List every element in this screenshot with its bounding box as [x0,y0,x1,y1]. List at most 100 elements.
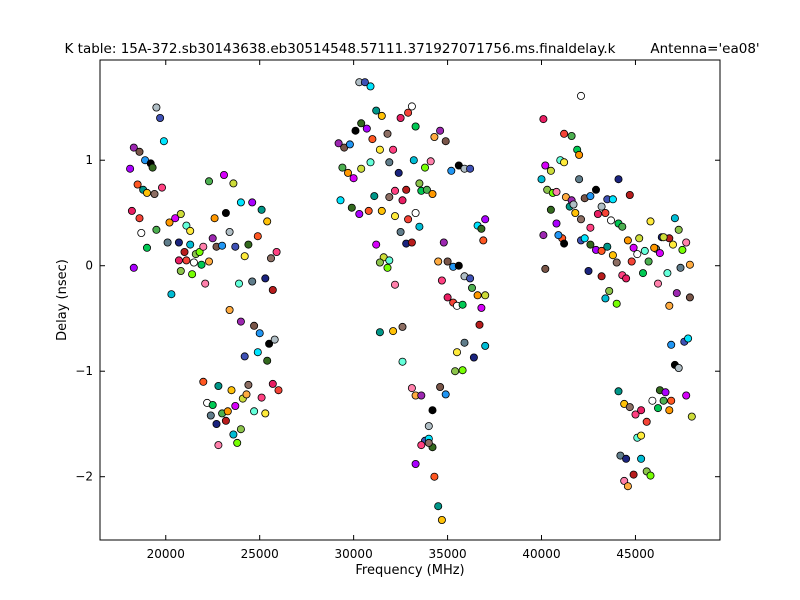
data-point [631,410,640,419]
data-point [157,183,166,192]
data-point [648,396,657,405]
data-point [674,363,683,372]
data-point [640,246,649,255]
data-point [417,391,426,400]
data-point [351,126,360,135]
data-point [176,209,185,218]
data-point [137,228,146,237]
data-point [199,242,208,251]
data-point [460,338,469,347]
data-point [586,192,595,201]
data-point [152,225,161,234]
data-point [398,196,407,205]
data-point [355,209,364,218]
data-point [197,260,206,269]
data-point [608,251,617,260]
data-point [206,411,215,420]
data-point [541,264,550,273]
data-point [678,245,687,254]
data-point [234,279,243,288]
data-point [629,243,638,252]
data-point [633,250,642,259]
data-point [608,195,617,204]
data-point [349,174,358,183]
data-point [629,470,638,479]
x-axis-label: Frequency (MHz) [355,563,464,578]
chart-subtitle: Antenna='ea08' [650,41,759,57]
data-point [687,412,696,421]
data-point [586,223,595,232]
x-tick-label: 20000 [147,547,185,561]
data-point [364,206,373,215]
data-point [654,279,663,288]
data-point [204,257,213,266]
data-point [469,353,478,362]
data-point [152,103,161,112]
points-layer [126,78,696,525]
data-point [366,82,375,91]
data-point [669,240,678,249]
data-point [135,147,144,156]
data-point [670,214,679,223]
data-point [473,291,482,300]
plot-area [100,60,720,540]
y-tick-label: 0 [85,259,93,273]
data-point [407,102,416,111]
data-point [667,340,676,349]
data-point [186,240,195,249]
data-point [539,231,548,240]
data-point [682,391,691,400]
data-point [623,236,632,245]
data-point [411,122,420,131]
data-point [268,379,277,388]
data-point [546,166,555,175]
data-point [667,396,676,405]
chart-title: K table: 15A-372.sb30143638.eb30514548.5… [65,41,616,57]
data-point [385,193,394,202]
data-point [396,227,405,236]
data-point [436,382,445,391]
data-point [390,186,399,195]
data-point [248,277,257,286]
data-point [129,263,138,272]
data-point [605,286,614,295]
data-point [415,222,424,231]
data-point [637,431,646,440]
data-point [199,377,208,386]
data-point [236,317,245,326]
data-point [219,170,228,179]
data-point [233,438,242,447]
data-point [481,341,490,350]
plot-frame [99,59,721,541]
data-point [404,215,413,224]
data-point [242,390,251,399]
data-point [607,216,616,225]
data-point [661,388,670,397]
data-point [204,177,213,186]
data-point [182,256,191,265]
data-point [569,200,578,209]
data-point [133,180,142,189]
data-point [229,179,238,188]
data-point [343,168,352,177]
data-point [454,261,463,270]
data-point [475,320,484,329]
data-point [466,164,475,173]
data-point [165,218,174,227]
data-point [265,339,274,348]
data-point [390,280,399,289]
data-point [443,293,452,302]
data-point [592,185,601,194]
data-point [336,196,345,205]
data-point [383,263,392,272]
y-tick-label: 1 [85,153,93,167]
data-point [126,164,135,173]
data-point [467,283,476,292]
data-point [129,143,138,152]
data-point [654,404,663,413]
data-point [560,129,569,138]
data-point [642,417,651,426]
data-point [597,202,606,211]
data-point [389,327,398,336]
data-point [221,208,230,217]
